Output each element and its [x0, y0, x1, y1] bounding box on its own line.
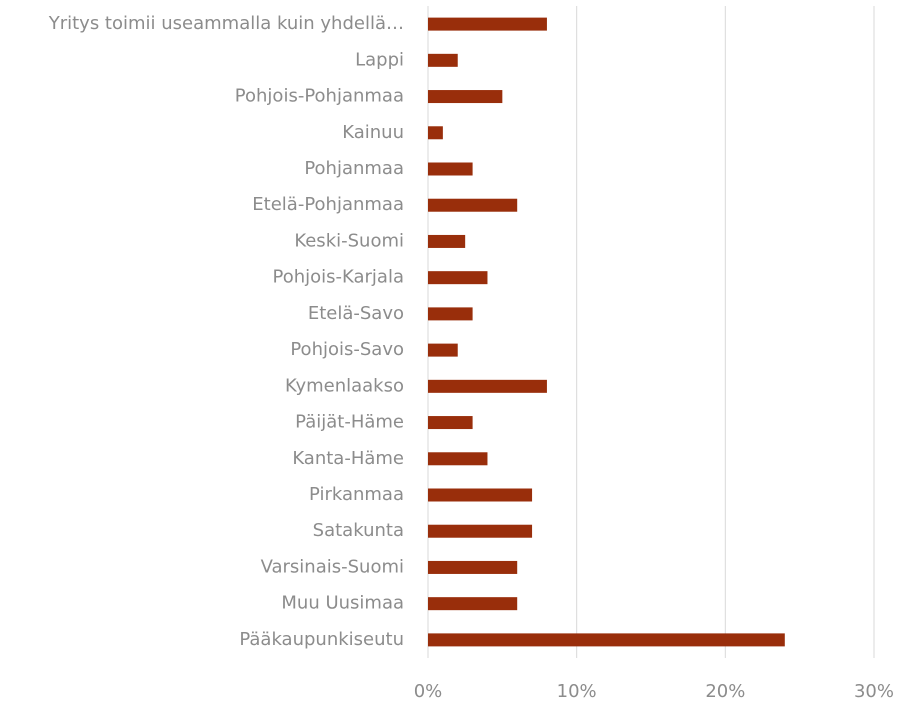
y-tick-label: Keski-Suomi: [294, 230, 404, 251]
y-tick-label: Päijät-Häme: [295, 412, 404, 433]
y-tick-label: Kainuu: [342, 122, 404, 143]
bar: [428, 17, 547, 31]
x-tick-label: 20%: [705, 681, 745, 702]
bar: [428, 379, 547, 393]
y-tick-label: Kymenlaakso: [285, 375, 404, 396]
bar: [428, 524, 533, 538]
bar: [428, 162, 473, 176]
bar: [428, 597, 518, 611]
bar: [428, 633, 785, 647]
y-tick-label: Pääkaupunkiseutu: [239, 629, 404, 650]
x-tick-label: 0%: [414, 681, 443, 702]
y-tick-label: Yritys toimii useammalla kuin yhdellä…: [48, 13, 404, 34]
bar: [428, 560, 518, 574]
y-tick-label: Lappi: [355, 49, 404, 70]
bar: [428, 452, 488, 466]
bar: [428, 307, 473, 321]
x-tick-label: 10%: [557, 681, 597, 702]
x-tick-label: 30%: [854, 681, 894, 702]
y-tick-label: Varsinais-Suomi: [261, 556, 404, 577]
y-tick-label: Pirkanmaa: [309, 484, 404, 505]
y-tick-label: Kanta-Häme: [292, 448, 404, 469]
y-tick-label: Pohjanmaa: [304, 158, 404, 179]
y-tick-label: Satakunta: [313, 520, 404, 541]
y-tick-label: Etelä-Pohjanmaa: [252, 194, 404, 215]
y-tick-label: Pohjois-Karjala: [272, 267, 404, 288]
y-tick-label: Pohjois-Savo: [290, 339, 404, 360]
y-tick-label: Muu Uusimaa: [281, 593, 404, 614]
bar: [428, 343, 458, 357]
bar: [428, 126, 443, 140]
bar: [428, 271, 488, 285]
bar: [428, 416, 473, 430]
bar: [428, 488, 533, 502]
bar: [428, 198, 518, 212]
bar: [428, 53, 458, 67]
y-tick-label: Pohjois-Pohjanmaa: [235, 86, 404, 107]
bar: [428, 234, 466, 248]
y-tick-label: Etelä-Savo: [308, 303, 404, 324]
bar: [428, 90, 503, 104]
